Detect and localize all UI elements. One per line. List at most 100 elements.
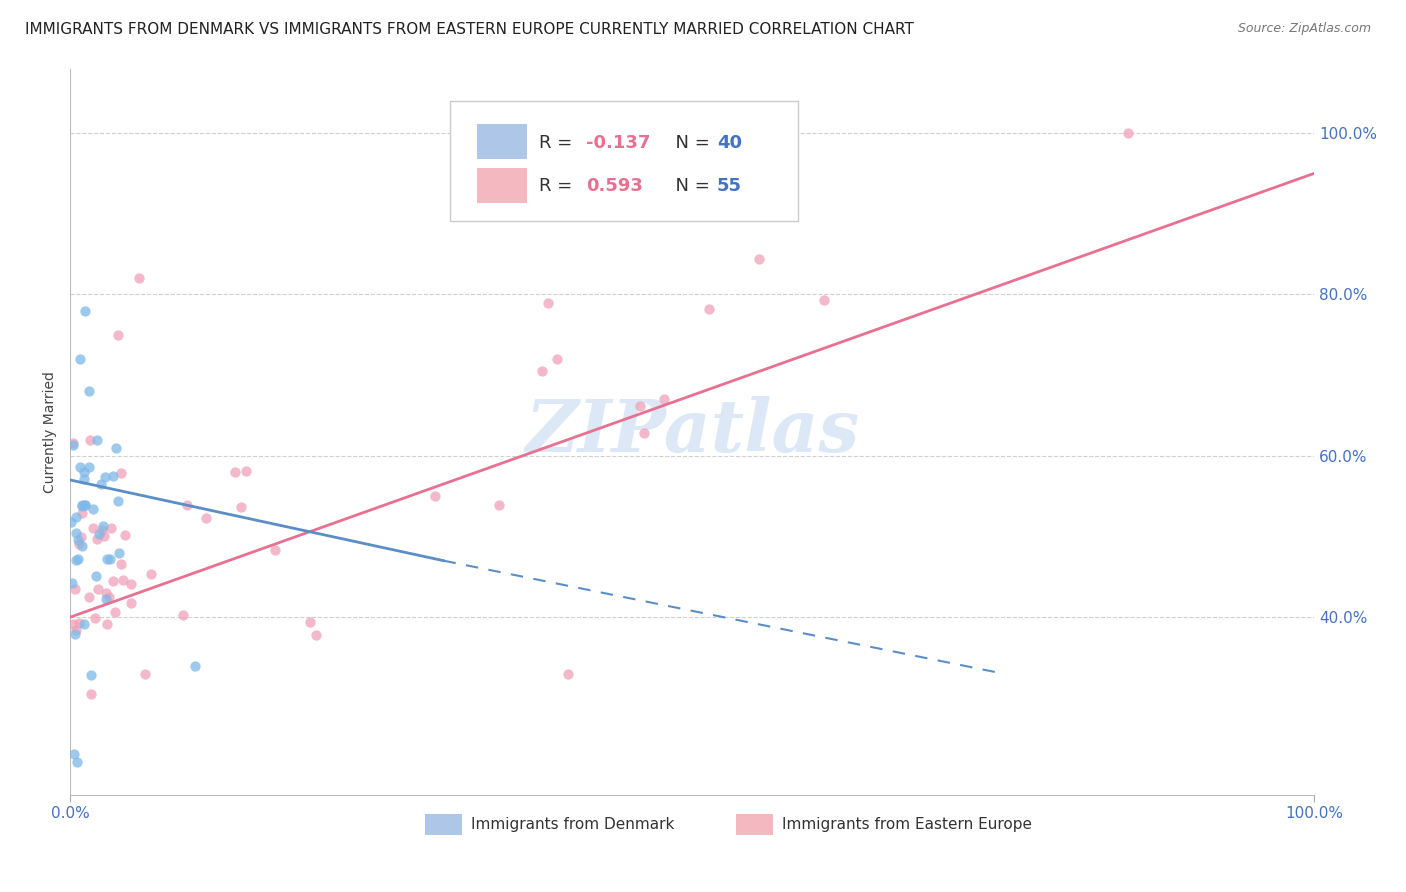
Text: N =: N =	[664, 178, 716, 195]
Point	[70, 506, 93, 520]
Point	[546, 351, 568, 366]
Point	[96, 552, 118, 566]
FancyBboxPatch shape	[477, 124, 527, 160]
Point	[79, 590, 101, 604]
Point	[537, 295, 560, 310]
Point	[110, 557, 132, 571]
Y-axis label: Currently Married: Currently Married	[44, 371, 58, 492]
Point	[62, 437, 84, 451]
Point	[63, 627, 86, 641]
Point	[91, 523, 114, 537]
FancyBboxPatch shape	[477, 168, 527, 202]
Point	[79, 459, 101, 474]
Text: Immigrants from Eastern Europe: Immigrants from Eastern Europe	[782, 817, 1032, 832]
Text: Immigrants from Denmark: Immigrants from Denmark	[471, 817, 675, 832]
Point	[93, 519, 115, 533]
Point	[264, 542, 287, 557]
Point	[98, 590, 121, 604]
Point	[108, 546, 131, 560]
Point	[69, 530, 91, 544]
Text: Source: ZipAtlas.com: Source: ZipAtlas.com	[1237, 22, 1371, 36]
Text: 0.593: 0.593	[586, 178, 644, 195]
Point	[87, 526, 110, 541]
Point	[104, 605, 127, 619]
Text: R =: R =	[540, 178, 578, 195]
Point	[101, 574, 124, 589]
Point	[172, 608, 194, 623]
Point	[488, 498, 510, 512]
Point	[60, 576, 83, 591]
Point	[86, 434, 108, 448]
Point	[195, 510, 218, 524]
Point	[67, 615, 90, 630]
Point	[176, 498, 198, 512]
Point	[628, 400, 651, 414]
Point	[67, 537, 90, 551]
Point	[70, 499, 93, 513]
Point	[65, 553, 87, 567]
Point	[84, 611, 107, 625]
Point	[65, 756, 87, 770]
Point	[62, 617, 84, 632]
Point	[79, 433, 101, 447]
Point	[75, 498, 97, 512]
Point	[87, 582, 110, 596]
Point	[82, 521, 104, 535]
Point	[65, 525, 87, 540]
Point	[652, 392, 675, 406]
Point	[59, 516, 82, 530]
Point	[98, 552, 121, 566]
Point	[813, 293, 835, 308]
Point	[69, 459, 91, 474]
Point	[139, 566, 162, 581]
Point	[94, 469, 117, 483]
Point	[121, 596, 143, 610]
FancyBboxPatch shape	[425, 814, 463, 835]
Point	[80, 687, 103, 701]
Point	[224, 465, 246, 479]
Text: 55: 55	[717, 178, 742, 195]
Point	[67, 533, 90, 548]
Point	[305, 628, 328, 642]
Point	[75, 303, 97, 318]
Point	[73, 617, 96, 632]
Point	[229, 500, 252, 515]
Point	[557, 666, 579, 681]
Point	[70, 498, 93, 512]
FancyBboxPatch shape	[450, 101, 799, 221]
Point	[100, 521, 122, 535]
Point	[235, 464, 257, 478]
Text: R =: R =	[540, 134, 578, 152]
Point	[110, 466, 132, 480]
Point	[77, 384, 100, 399]
Text: ZIPatlas: ZIPatlas	[524, 396, 859, 467]
Point	[86, 532, 108, 546]
Point	[84, 569, 107, 583]
Point	[63, 582, 86, 596]
Point	[128, 271, 150, 285]
Text: -0.137: -0.137	[586, 134, 651, 152]
Point	[75, 498, 97, 512]
Point	[65, 510, 87, 524]
Point	[103, 469, 125, 483]
Point	[63, 747, 86, 762]
Point	[90, 476, 112, 491]
Point	[65, 623, 87, 637]
Text: N =: N =	[664, 134, 716, 152]
Point	[82, 502, 104, 516]
Point	[120, 577, 142, 591]
Point	[107, 327, 129, 342]
Point	[298, 615, 321, 629]
Point	[69, 351, 91, 366]
Point	[80, 668, 103, 682]
Point	[94, 586, 117, 600]
Point	[530, 364, 553, 378]
Point	[1116, 126, 1139, 140]
Point	[423, 489, 446, 503]
Point	[70, 539, 93, 553]
Point	[62, 436, 84, 450]
Point	[183, 658, 205, 673]
Text: IMMIGRANTS FROM DENMARK VS IMMIGRANTS FROM EASTERN EUROPE CURRENTLY MARRIED CORR: IMMIGRANTS FROM DENMARK VS IMMIGRANTS FR…	[25, 22, 914, 37]
Point	[73, 465, 96, 479]
Point	[107, 494, 129, 508]
